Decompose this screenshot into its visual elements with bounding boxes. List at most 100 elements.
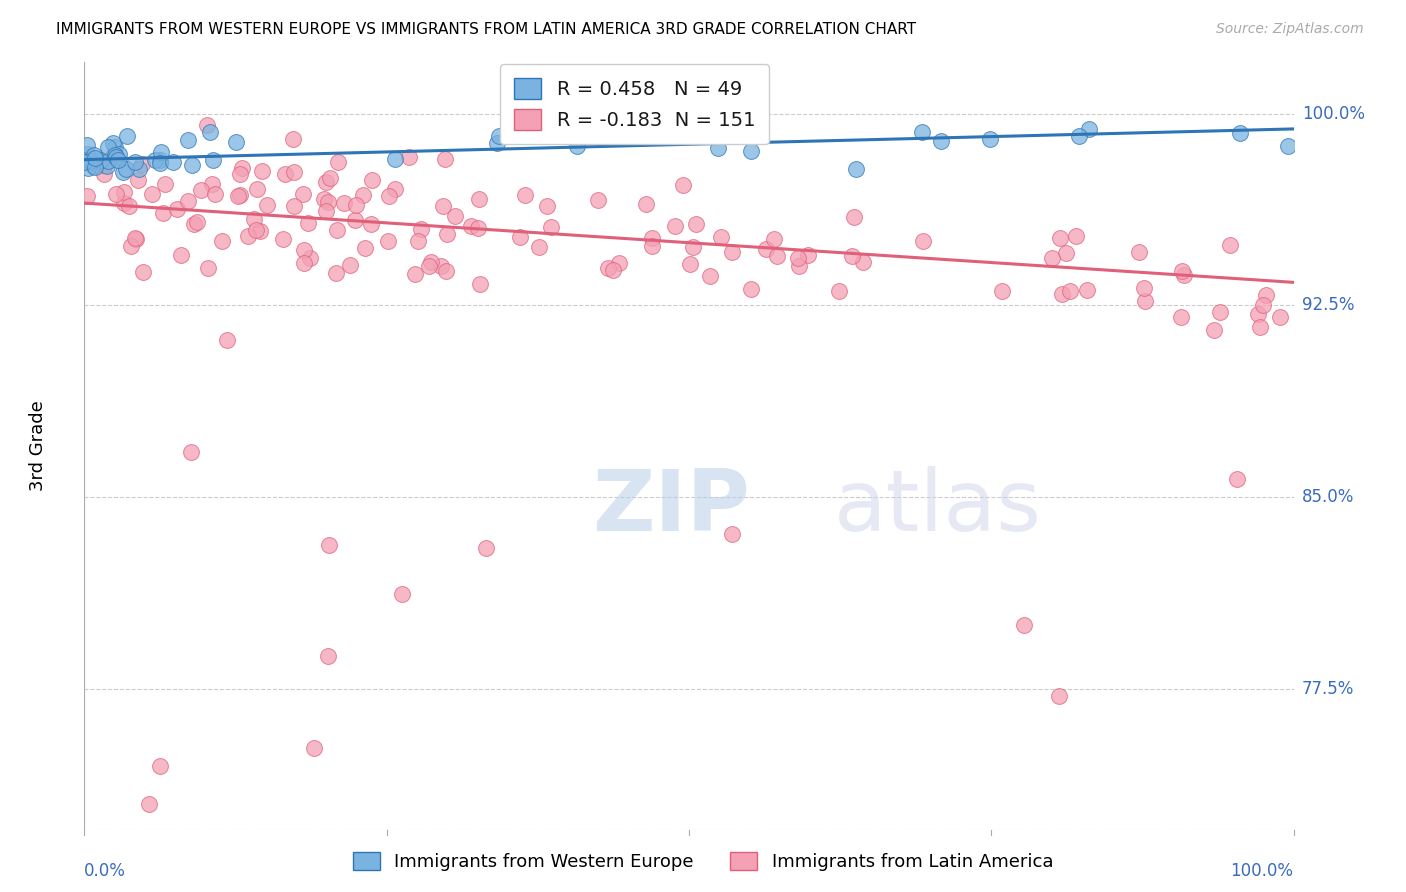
Point — [312, 192, 335, 206]
Point — [384, 182, 406, 196]
Point — [105, 187, 128, 202]
Point — [211, 234, 233, 248]
Point — [190, 183, 212, 197]
Point — [111, 165, 134, 179]
Point — [787, 251, 810, 265]
Point — [1247, 307, 1270, 321]
Text: 100.0%: 100.0% — [1302, 104, 1365, 122]
Point — [104, 140, 127, 154]
Point — [93, 158, 115, 172]
Point — [672, 178, 695, 192]
Point — [607, 256, 630, 270]
Point — [82, 159, 104, 173]
Point — [250, 164, 273, 178]
Point — [467, 221, 489, 235]
Point — [73, 155, 96, 169]
Point — [1256, 288, 1278, 302]
Point — [1054, 245, 1077, 260]
Point — [1059, 284, 1081, 298]
Point — [141, 186, 163, 201]
Point — [104, 151, 127, 165]
Point — [101, 136, 124, 151]
Point — [602, 262, 624, 277]
Point — [150, 145, 173, 160]
Point — [107, 153, 129, 167]
Point — [1047, 690, 1070, 704]
Point — [149, 758, 172, 772]
Point — [328, 155, 350, 169]
Point — [1249, 319, 1271, 334]
Point — [841, 249, 863, 263]
Point — [1277, 138, 1299, 153]
Point — [325, 266, 347, 280]
Point — [186, 215, 208, 229]
Point — [118, 199, 141, 213]
Point — [292, 243, 315, 257]
Point — [201, 177, 224, 191]
Point — [436, 227, 458, 241]
Text: 92.5%: 92.5% — [1302, 296, 1354, 314]
Point — [183, 217, 205, 231]
Point — [1133, 280, 1156, 294]
Point — [420, 254, 443, 268]
Point — [707, 141, 730, 155]
Point — [641, 231, 664, 245]
Text: Source: ZipAtlas.com: Source: ZipAtlas.com — [1216, 22, 1364, 37]
Point — [429, 259, 451, 273]
Point — [699, 268, 721, 283]
Point — [245, 223, 267, 237]
Point — [132, 265, 155, 279]
Point — [108, 146, 131, 161]
Point — [444, 209, 467, 223]
Point — [432, 199, 454, 213]
Point — [229, 188, 252, 202]
Point — [354, 241, 377, 255]
Point — [1251, 298, 1274, 312]
Point — [1052, 286, 1074, 301]
Point — [912, 234, 935, 248]
Point — [90, 153, 112, 168]
Point — [679, 257, 702, 271]
Point — [682, 240, 704, 254]
Point — [418, 259, 440, 273]
Point — [152, 206, 174, 220]
Point — [283, 165, 305, 179]
Point — [433, 153, 456, 167]
Point — [166, 202, 188, 216]
Point — [226, 189, 249, 203]
Point — [360, 173, 382, 187]
Point — [1171, 264, 1194, 278]
Point — [344, 198, 367, 212]
Point — [1204, 323, 1226, 337]
Point — [97, 140, 120, 154]
Point — [197, 118, 219, 132]
Point — [112, 185, 135, 199]
Point — [76, 138, 98, 153]
Point — [979, 132, 1001, 146]
Point — [76, 189, 98, 203]
Point — [765, 249, 787, 263]
Point — [536, 199, 558, 213]
Point — [83, 148, 105, 162]
Point — [127, 173, 149, 187]
Point — [271, 232, 294, 246]
Point — [319, 170, 342, 185]
Point — [685, 217, 707, 231]
Point — [162, 155, 184, 169]
Point — [297, 216, 319, 230]
Point — [634, 197, 657, 211]
Text: 0.0%: 0.0% — [84, 862, 127, 880]
Point — [315, 175, 337, 189]
Point — [299, 251, 322, 265]
Point — [720, 526, 742, 541]
Point — [343, 213, 366, 227]
Point — [911, 125, 934, 139]
Point — [1229, 126, 1251, 140]
Point — [740, 282, 762, 296]
Text: atlas: atlas — [834, 466, 1042, 549]
Point — [125, 232, 148, 246]
Point — [339, 258, 361, 272]
Point — [302, 740, 325, 755]
Point — [1135, 293, 1157, 308]
Point — [475, 541, 498, 555]
